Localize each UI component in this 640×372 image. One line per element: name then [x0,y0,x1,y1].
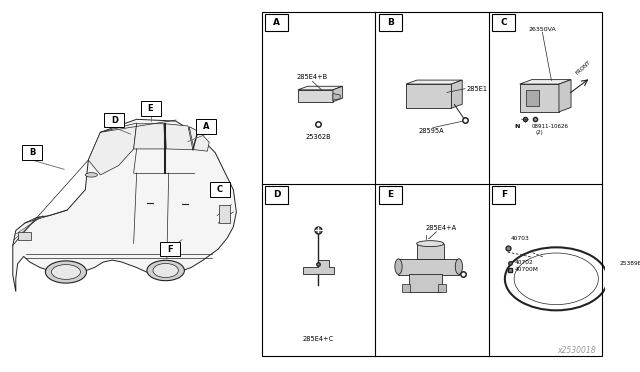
Polygon shape [165,124,193,150]
Text: 285E4+B: 285E4+B [297,74,328,80]
Polygon shape [520,80,571,84]
Ellipse shape [395,259,402,275]
Bar [266,14,289,32]
Bar [401,285,410,292]
Bar [160,241,180,256]
Bar [417,244,444,259]
Bar [266,186,289,204]
Text: E: E [148,104,154,113]
Text: (2): (2) [536,131,543,135]
Text: 285E4+C: 285E4+C [303,336,334,342]
Polygon shape [13,119,236,292]
Bar [22,145,42,160]
Text: 25389B: 25389B [619,261,640,266]
Polygon shape [520,84,559,112]
Text: A: A [273,18,280,27]
Text: 285E1: 285E1 [467,86,488,92]
Ellipse shape [417,241,444,247]
Bar [196,119,216,134]
Text: F: F [167,244,173,253]
Ellipse shape [45,261,86,283]
Text: 28595A: 28595A [419,128,445,134]
Polygon shape [559,80,571,112]
Ellipse shape [455,259,463,275]
Text: D: D [273,190,280,199]
Text: 285E4+A: 285E4+A [425,225,456,231]
Text: B: B [29,148,35,157]
Text: B: B [387,18,394,27]
Text: 40703: 40703 [511,237,530,241]
Polygon shape [406,84,451,108]
Text: 26350VA: 26350VA [529,27,556,32]
Text: 40700M: 40700M [515,267,539,272]
Text: 08911-10626: 08911-10626 [532,124,569,129]
Text: E: E [387,190,393,199]
Polygon shape [88,123,137,175]
Polygon shape [303,260,333,274]
Text: D: D [111,116,118,125]
Bar [18,232,31,240]
Ellipse shape [153,263,179,278]
Text: C: C [217,185,223,194]
Bar [438,285,446,292]
Bar [220,205,230,223]
Bar [399,259,459,275]
Bar [104,113,124,128]
Bar [525,90,539,106]
Text: 40702: 40702 [515,260,534,264]
Polygon shape [298,86,342,90]
Text: FRONT: FRONT [575,60,592,76]
Polygon shape [451,80,462,108]
Text: F: F [500,190,507,199]
Polygon shape [189,127,209,151]
Bar [379,14,402,32]
Polygon shape [333,93,340,100]
Bar [379,186,402,204]
Polygon shape [406,80,462,84]
Text: A: A [203,122,209,131]
Polygon shape [333,86,342,102]
Bar [492,14,515,32]
Bar [409,274,442,292]
Text: N: N [515,124,520,129]
Ellipse shape [85,173,97,177]
Text: x2530018: x2530018 [557,346,596,355]
Bar [141,101,161,116]
Ellipse shape [147,260,184,281]
Polygon shape [298,90,333,102]
Text: C: C [500,18,507,27]
Bar [492,186,515,204]
Bar [210,182,230,197]
Polygon shape [134,124,165,149]
Ellipse shape [51,264,81,279]
Text: 25362B: 25362B [306,134,332,140]
